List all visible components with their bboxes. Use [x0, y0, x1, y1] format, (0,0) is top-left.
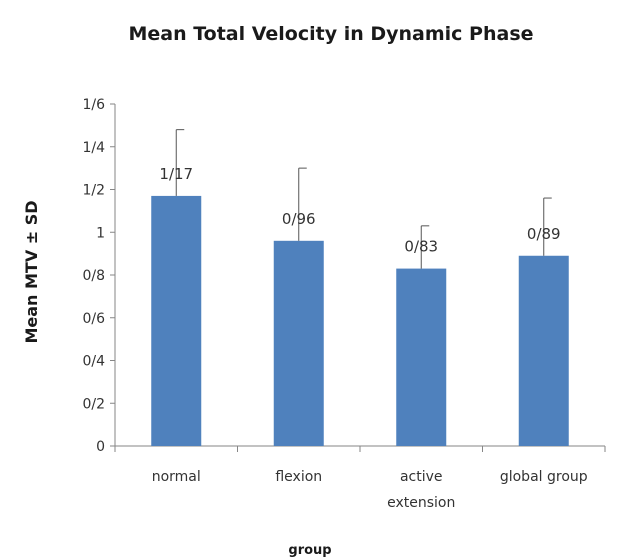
x-tick-label: global group [500, 469, 588, 485]
x-tick-label: active [400, 469, 443, 485]
y-tick-label: 1/4 [82, 140, 105, 156]
x-tick-label: normal [152, 469, 201, 485]
data-label: 0/96 [282, 210, 316, 228]
y-tick-label: 1/6 [82, 97, 105, 113]
y-tick-label: 0/2 [82, 396, 105, 412]
bar [518, 255, 569, 446]
x-tick-label: flexion [275, 469, 322, 485]
bar [151, 195, 202, 446]
y-tick-label: 1 [96, 225, 105, 241]
x-axis-label: group [288, 543, 331, 558]
bar [396, 268, 447, 446]
data-label: 1/17 [159, 165, 193, 183]
y-tick-label: 0/8 [82, 268, 105, 284]
data-label: 0/89 [527, 225, 561, 243]
y-tick-label: 0 [96, 439, 105, 455]
y-tick-label: 0/4 [82, 354, 105, 370]
x-tick-label: extension [387, 495, 455, 511]
y-axis-label: Mean MTV ± SD [22, 200, 41, 343]
y-tick-label: 0/6 [82, 311, 105, 327]
bar [273, 240, 324, 446]
chart-title: Mean Total Velocity in Dynamic Phase [128, 23, 533, 45]
data-label: 0/83 [404, 238, 438, 256]
y-tick-label: 1/2 [82, 183, 105, 199]
plot-area: 0 0/2 0/4 0/6 0/8 1 1/2 1/4 1/6 1/17 normal 0/96 fle… [82, 97, 606, 511]
